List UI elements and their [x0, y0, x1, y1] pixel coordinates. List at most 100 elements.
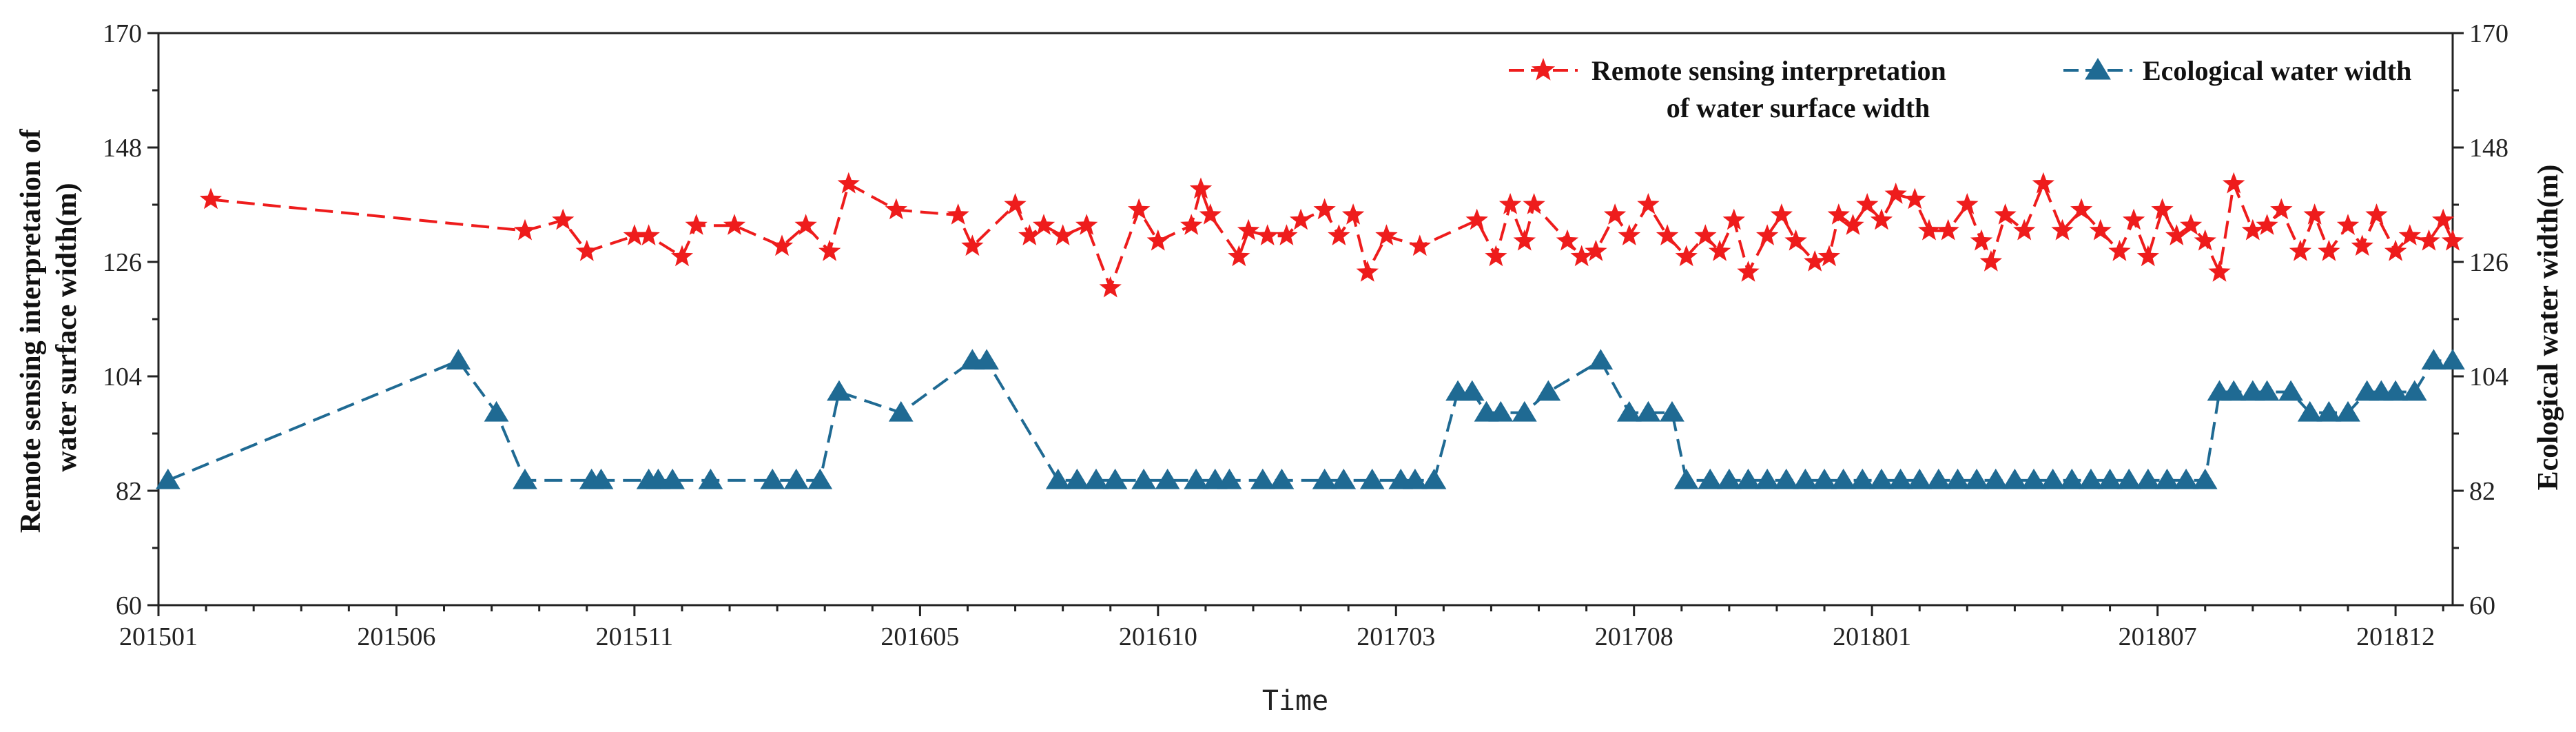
data-point-star: [2179, 214, 2203, 235]
data-point-triangle: [1812, 468, 1837, 489]
data-point-star: [2122, 208, 2145, 230]
tick-marks: [147, 32, 2464, 616]
data-point-triangle: [1269, 468, 1295, 489]
data-point-triangle: [1636, 400, 1661, 422]
data-point-star: [670, 245, 694, 267]
y-tick-label-right: 82: [2469, 477, 2495, 506]
legend-entry-0: Remote sensing interpretation of water su…: [1509, 55, 1946, 123]
data-point-triangle: [2402, 380, 2427, 401]
data-point-triangle: [1945, 468, 1970, 489]
data-point-star: [1817, 245, 1841, 267]
data-point-triangle: [1331, 468, 1357, 489]
data-point-star: [1884, 182, 1907, 204]
data-point-triangle: [1673, 468, 1699, 489]
data-point-star: [2256, 214, 2278, 235]
data-point-star: [2365, 203, 2388, 225]
data-point-star: [1341, 203, 1365, 225]
data-point-star: [1375, 224, 1398, 245]
data-point-star: [1637, 193, 1660, 214]
x-tick-label: 201506: [357, 622, 435, 651]
data-point-triangle: [1102, 468, 1128, 489]
series-0: [199, 172, 2464, 298]
data-point-triangle: [1793, 468, 1818, 489]
data-point-star: [885, 198, 907, 220]
data-point-triangle: [807, 468, 833, 489]
data-point-star: [552, 208, 575, 230]
data-point-triangle: [1512, 400, 1537, 422]
data-point-star: [1051, 224, 1074, 245]
x-axis-title: Time: [1262, 685, 1328, 717]
data-point-star: [1032, 214, 1055, 235]
data-point-triangle: [1773, 468, 1799, 489]
data-point-star: [685, 214, 708, 235]
data-point-star: [1756, 224, 1779, 245]
data-point-triangle: [1717, 468, 1742, 489]
y-ticks-left: 60 82 104 126 148 170: [103, 19, 142, 620]
data-point-triangle: [2336, 400, 2360, 422]
data-point-star: [1603, 203, 1627, 225]
data-point-star: [1356, 261, 1379, 282]
data-point-star: [1328, 224, 1350, 245]
data-point-triangle: [1850, 468, 1875, 489]
data-point-triangle: [1888, 468, 1913, 489]
data-point-star: [1618, 224, 1640, 245]
data-point-triangle: [1536, 380, 1561, 401]
data-point-star: [1856, 193, 1879, 214]
data-point-triangle: [1084, 468, 1109, 489]
data-point-triangle: [2059, 468, 2085, 489]
x-tick-label: 201801: [1833, 622, 1911, 651]
data-point-triangle: [1488, 400, 1514, 422]
data-point-triangle: [888, 400, 914, 422]
data-point-triangle: [1184, 468, 1208, 489]
data-point-star: [1523, 193, 1545, 214]
data-point-triangle: [827, 380, 852, 401]
data-point-triangle: [2316, 400, 2342, 422]
data-point-triangle: [1964, 468, 1989, 489]
data-point-star: [1784, 229, 1807, 251]
data-point-triangle: [660, 468, 685, 489]
data-point-triangle: [2440, 349, 2465, 370]
data-point-star: [1556, 229, 1579, 251]
data-point-star: [2241, 218, 2264, 241]
data-point-triangle: [1698, 468, 1723, 489]
data-point-triangle: [2221, 380, 2247, 401]
data-point-star: [1465, 208, 1488, 230]
data-point-star: [1075, 214, 1098, 235]
data-point-triangle: [1869, 468, 1894, 489]
data-point-star: [2303, 203, 2326, 225]
data-point-star: [794, 214, 817, 235]
y-tick-label-right: 126: [2469, 248, 2508, 277]
data-point-star: [2032, 172, 2054, 194]
data-point-star: [1917, 218, 1941, 241]
data-point-star: [1870, 208, 1893, 230]
data-point-triangle: [2297, 400, 2322, 422]
data-point-star: [2289, 239, 2312, 261]
x-tick-label: 201703: [1357, 622, 1435, 651]
data-point-triangle: [2079, 468, 2103, 489]
data-point-triangle: [2154, 468, 2180, 489]
data-point-triangle: [1359, 468, 1385, 489]
data-point-star: [575, 239, 598, 261]
data-point-star: [1804, 250, 1826, 272]
data-point-star: [837, 172, 860, 194]
data-point-triangle: [2002, 468, 2028, 489]
y-tick-label-left: 148: [103, 134, 142, 163]
data-point-triangle: [2040, 468, 2065, 489]
y-tick-label-left: 60: [116, 591, 142, 620]
x-tick-label: 201708: [1595, 622, 1673, 651]
data-point-star: [1004, 193, 1027, 214]
data-point-star: [1180, 214, 1203, 235]
data-point-triangle: [1312, 468, 1337, 489]
data-point-star: [1237, 218, 1260, 241]
data-point-star: [2398, 224, 2421, 245]
data-point-star: [1694, 224, 1717, 245]
y-tick-label-left: 170: [103, 19, 142, 48]
data-point-star: [2013, 218, 2036, 241]
y-axis-title-left-line1: Remote sensing interpretation of: [15, 128, 47, 533]
legend-entry-1: Ecological water width: [2063, 55, 2411, 86]
data-point-triangle: [1064, 468, 1090, 489]
data-point-triangle: [1616, 400, 1642, 422]
data-point-star: [1737, 261, 1760, 282]
data-point-star: [2318, 239, 2340, 261]
x-tick-label: 201610: [1119, 622, 1197, 651]
